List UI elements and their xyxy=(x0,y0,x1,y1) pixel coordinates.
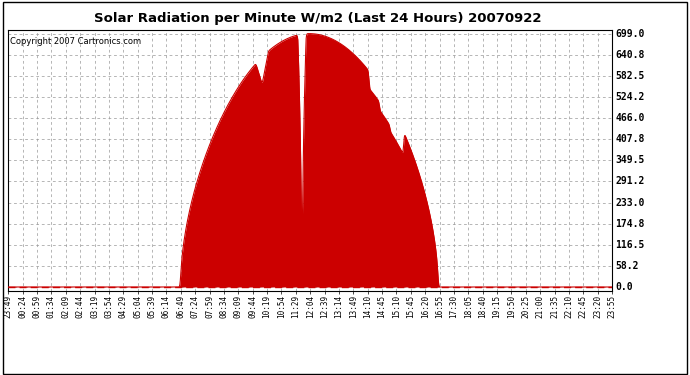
Text: 349.5: 349.5 xyxy=(615,155,645,165)
Text: 524.2: 524.2 xyxy=(615,92,645,102)
Text: 582.5: 582.5 xyxy=(615,71,645,81)
Text: 407.8: 407.8 xyxy=(615,134,645,144)
Text: 174.8: 174.8 xyxy=(615,219,645,229)
Text: 640.8: 640.8 xyxy=(615,50,645,60)
Text: 291.2: 291.2 xyxy=(615,177,645,186)
Text: 233.0: 233.0 xyxy=(615,198,645,207)
Text: Solar Radiation per Minute W/m2 (Last 24 Hours) 20070922: Solar Radiation per Minute W/m2 (Last 24… xyxy=(94,12,541,25)
Text: 466.0: 466.0 xyxy=(615,113,645,123)
Text: 699.0: 699.0 xyxy=(615,28,645,39)
Text: Copyright 2007 Cartronics.com: Copyright 2007 Cartronics.com xyxy=(10,36,141,45)
Text: 58.2: 58.2 xyxy=(615,261,639,271)
Text: 0.0: 0.0 xyxy=(615,282,633,292)
Text: 116.5: 116.5 xyxy=(615,240,645,250)
